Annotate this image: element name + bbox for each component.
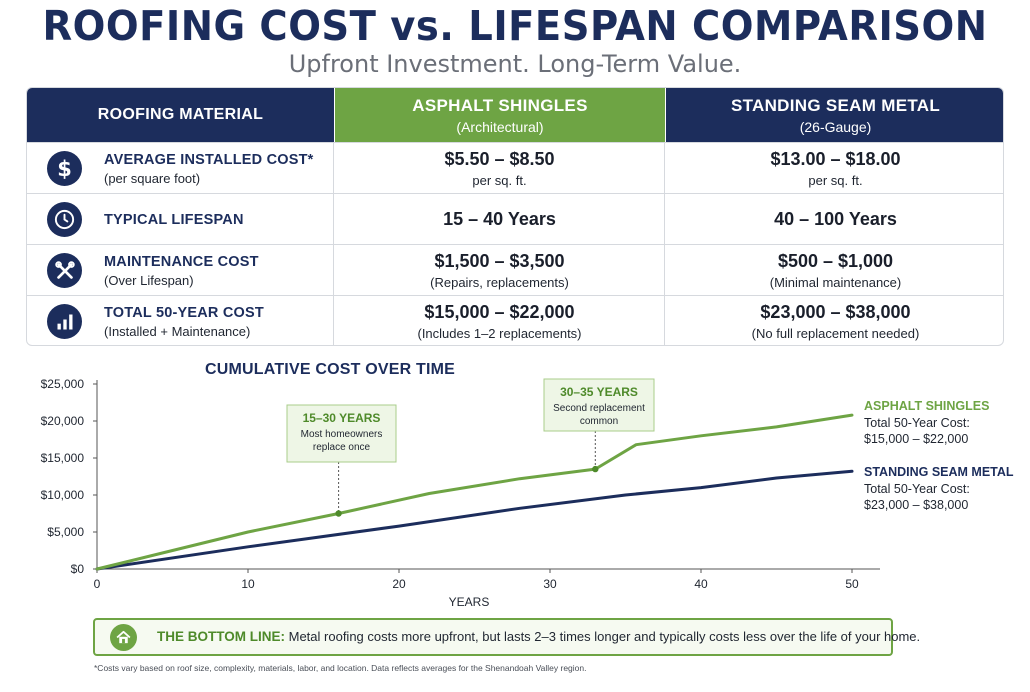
asphalt-value: 15 – 40 Years: [443, 208, 556, 229]
annotation-text: common: [580, 416, 618, 427]
row-label: AVERAGE INSTALLED COST*: [104, 152, 314, 168]
metal-note: (No full replacement needed): [751, 325, 920, 341]
x-tick-label: 10: [241, 577, 255, 591]
y-tick-label: $25,000: [41, 377, 85, 391]
annotation-box: [286, 404, 397, 463]
clock-icon: [47, 202, 82, 237]
metal-note: (Minimal maintenance): [769, 274, 902, 290]
row-sublabel: (Over Lifespan): [104, 273, 194, 288]
bottom-line-body: Metal roofing costs more upfront, but la…: [288, 629, 921, 644]
row-label-cell: MAINTENANCE COST (Over Lifespan): [27, 245, 334, 295]
cumulative-cost-chart: $0 $5,000 $10,000 $15,000 $20,000 $25,000 0 10 2…: [41, 377, 1014, 609]
chart-title: CUMULATIVE COST OVER TIME: [205, 361, 456, 378]
bar-chart-icon: [47, 304, 82, 339]
metal-value: $13.00 – $18.00: [770, 148, 901, 169]
table-row: $ AVERAGE INSTALLED COST* (per square fo…: [27, 142, 1003, 193]
metal-value: 40 – 100 Years: [774, 208, 897, 229]
annotation-title: 15–30 YEARS: [303, 411, 381, 425]
annotation-point: [335, 510, 342, 517]
series-label: STANDING SEAM METAL: [864, 465, 1014, 479]
series-line: [95, 469, 854, 571]
bottom-line-lead: THE BOTTOM LINE:: [157, 629, 285, 644]
x-tick-label: 20: [392, 577, 406, 591]
series-note: $23,000 – $38,000: [864, 498, 968, 512]
x-tick-label: 30: [543, 577, 557, 591]
row-sublabel: (per square foot): [104, 171, 201, 186]
x-tick-label: 0: [94, 577, 101, 591]
bottom-line-text: THE BOTTOM LINE: Metal roofing costs mor…: [157, 629, 920, 644]
y-tick-label: $5,000: [47, 525, 84, 539]
annotation-title: 30–35 YEARS: [560, 385, 638, 399]
x-axis-label: YEARS: [449, 595, 490, 609]
asphalt-note: per sq. ft.: [472, 172, 527, 188]
metal-cell: $23,000 – $38,000 (No full replacement n…: [666, 296, 1003, 345]
annotation-text: Second replacement: [553, 403, 645, 414]
y-tick-label: $10,000: [41, 488, 85, 502]
bottom-line-box: THE BOTTOM LINE: Metal roofing costs mor…: [93, 618, 920, 656]
annotation-text: replace once: [313, 442, 371, 453]
asphalt-value: $5.50 – $8.50: [444, 148, 555, 169]
header-metal: STANDING SEAM METAL (26-Gauge): [666, 88, 1003, 142]
asphalt-note: (Includes 1–2 replacements): [417, 325, 582, 341]
asphalt-cell: $15,000 – $22,000 (Includes 1–2 replacem…: [335, 296, 665, 345]
dollar-icon: $: [47, 151, 82, 186]
header-asphalt-sub: (Architectural): [456, 118, 544, 135]
asphalt-note: (Repairs, replacements): [430, 274, 569, 290]
comparison-table: ROOFING MATERIAL ASPHALT SHINGLES (Archi…: [26, 87, 1004, 346]
header-asphalt-title: ASPHALT SHINGLES: [412, 95, 588, 115]
series-note: Total 50-Year Cost:: [864, 416, 970, 430]
row-label: MAINTENANCE COST: [104, 254, 259, 270]
asphalt-value: $1,500 – $3,500: [434, 250, 565, 271]
header-material: ROOFING MATERIAL: [27, 88, 334, 142]
metal-value: $23,000 – $38,000: [760, 301, 911, 322]
x-tick-label: 50: [845, 577, 859, 591]
asphalt-value: $15,000 – $22,000: [424, 301, 575, 322]
series-note: Total 50-Year Cost:: [864, 482, 970, 496]
asphalt-cell: $1,500 – $3,500 (Repairs, replacements): [335, 245, 665, 295]
metal-cell: $13.00 – $18.00 per sq. ft.: [666, 143, 1003, 193]
y-tick-label: $0: [71, 562, 85, 576]
page-subtitle: Upfront Investment. Long-Term Value.: [288, 50, 742, 78]
metal-cell: 40 – 100 Years: [666, 194, 1003, 244]
annotation-point: [592, 465, 599, 473]
header-metal-title: STANDING SEAM METAL: [730, 95, 941, 115]
row-label-cell: TYPICAL LIFESPAN: [27, 194, 334, 244]
y-tick-label: $20,000: [41, 414, 85, 428]
annotation-box: [543, 378, 655, 432]
table-row: MAINTENANCE COST (Over Lifespan) $1,500 …: [27, 244, 1003, 295]
footnote: *Costs vary based on roof size, complexi…: [94, 663, 587, 673]
metal-value: $500 – $1,000: [777, 250, 894, 271]
series-label: ASPHALT SHINGLES: [864, 399, 989, 413]
x-tick-label: 40: [694, 577, 708, 591]
row-label-cell: $ AVERAGE INSTALLED COST* (per square fo…: [27, 143, 334, 193]
page-title: ROOFING COST vs. LIFESPAN COMPARISON: [42, 2, 988, 50]
asphalt-cell: 15 – 40 Years: [335, 194, 665, 244]
table-header: ROOFING MATERIAL ASPHALT SHINGLES (Archi…: [27, 88, 1003, 142]
header-metal-sub: (26-Gauge): [799, 118, 872, 135]
table-row: TOTAL 50-YEAR COST (Installed + Maintena…: [27, 295, 1003, 345]
series-line: [95, 413, 854, 571]
row-label: TYPICAL LIFESPAN: [104, 212, 244, 228]
row-label: TOTAL 50-YEAR COST: [104, 305, 264, 321]
header-asphalt: ASPHALT SHINGLES (Architectural): [335, 88, 665, 142]
metal-cell: $500 – $1,000 (Minimal maintenance): [666, 245, 1003, 295]
annotation-text: Most homeowners: [301, 429, 383, 440]
series-note: $15,000 – $22,000: [864, 432, 968, 446]
metal-note: per sq. ft.: [808, 172, 863, 188]
home-icon: [110, 624, 137, 651]
asphalt-cell: $5.50 – $8.50 per sq. ft.: [335, 143, 665, 193]
row-label-cell: TOTAL 50-YEAR COST (Installed + Maintena…: [27, 296, 334, 345]
wrench-icon: [47, 253, 82, 288]
y-tick-label: $15,000: [41, 451, 85, 465]
row-sublabel: (Installed + Maintenance): [104, 324, 251, 339]
table-row: TYPICAL LIFESPAN 15 – 40 Years 40 – 100 …: [27, 193, 1003, 244]
